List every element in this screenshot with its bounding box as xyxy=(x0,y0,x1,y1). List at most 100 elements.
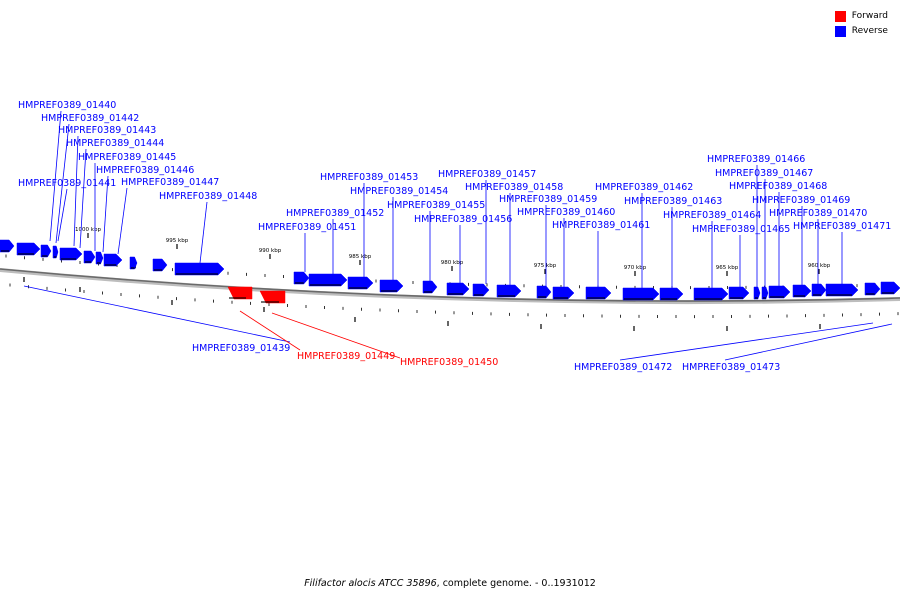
gene-label: HMPREF0389_01461 xyxy=(552,220,650,231)
gene-labels: HMPREF0389_01439 HMPREF0389_01440 HMPREF03… xyxy=(18,100,891,373)
gene-label: HMPREF0389_01447 xyxy=(121,177,219,188)
gene-arrow xyxy=(753,286,761,300)
gene-arrow-shadow xyxy=(695,298,722,300)
gene-arrow-shadow xyxy=(349,287,367,289)
label-leader-line xyxy=(271,312,401,359)
gene-arrow-shadow xyxy=(498,295,515,297)
label-leader-line xyxy=(55,123,70,244)
gene-label: HMPREF0389_01462 xyxy=(595,182,693,193)
gene-arrow-shadow xyxy=(538,296,547,298)
gene-arrow-shadow xyxy=(381,290,397,292)
gene-arrow-shadow xyxy=(770,296,784,298)
gene-arrow-shadow xyxy=(730,297,743,299)
gene-label: HMPREF0389_01446 xyxy=(96,165,194,176)
legend: Forward Reverse xyxy=(834,9,888,39)
label-leader-line xyxy=(102,175,109,253)
gene-arrow xyxy=(811,283,827,297)
gene-label: HMPREF0389_01439 xyxy=(192,343,290,354)
legend-forward: Forward xyxy=(834,9,888,23)
legend-reverse: Reverse xyxy=(834,24,888,38)
gene-arrow xyxy=(129,256,138,270)
gene-label: HMPREF0389_01442 xyxy=(41,113,139,124)
gene-arrow-shadow xyxy=(154,269,163,271)
gene-label: HMPREF0389_01454 xyxy=(350,186,448,197)
gene-label: HMPREF0389_01443 xyxy=(58,125,156,136)
scale-label: 980 kbp xyxy=(441,260,464,266)
gene-label: HMPREF0389_01449 xyxy=(297,351,395,362)
gene-label: HMPREF0389_01463 xyxy=(624,196,722,207)
gene-arrow-shadow xyxy=(176,273,218,275)
gene-arrow-shadow xyxy=(474,294,484,296)
gene-arrow-shadow xyxy=(794,295,805,297)
gene-arrow xyxy=(174,262,225,276)
gene-arrow xyxy=(40,244,52,258)
gene-arrow-shadow xyxy=(42,255,48,257)
gene-arrow-shadow xyxy=(61,258,76,260)
gene-label: HMPREF0389_01444 xyxy=(66,138,164,149)
gene-arrow xyxy=(585,286,612,300)
gene-arrow-shadow xyxy=(587,297,605,299)
label-leader-line xyxy=(619,322,874,361)
gene-arrow xyxy=(52,245,59,259)
label-leader-line xyxy=(199,201,208,264)
gene-label: HMPREF0389_01440 xyxy=(18,100,116,111)
gene-arrow-shadow xyxy=(827,294,852,296)
gene-label: HMPREF0389_01465 xyxy=(692,224,790,235)
gene-label: HMPREF0389_01448 xyxy=(159,191,257,202)
scale-label: 1000 kbp xyxy=(75,227,101,233)
label-leader-line xyxy=(239,310,301,351)
gene-arrow-shadow xyxy=(85,261,92,263)
gene-arrow xyxy=(59,247,83,261)
gene-arrow xyxy=(536,285,552,299)
gene-arrow xyxy=(880,281,900,295)
gene-arrow xyxy=(293,271,310,285)
gene-arrow xyxy=(0,239,15,253)
label-leader-line xyxy=(724,323,893,361)
label-leader-line xyxy=(23,285,291,343)
gene-label: HMPREF0389_01453 xyxy=(320,172,418,183)
label-leader-line xyxy=(73,135,79,247)
gene-arrow-shadow xyxy=(310,284,341,286)
gene-label: HMPREF0389_01472 xyxy=(574,362,672,373)
gene-label: HMPREF0389_01466 xyxy=(707,154,805,165)
gene-arrow-shadow xyxy=(295,282,304,284)
label-leader-line xyxy=(117,187,128,255)
scale-label: 975 kbp xyxy=(534,263,557,269)
gene-label: HMPREF0389_01456 xyxy=(414,214,512,225)
label-leader-line xyxy=(79,148,87,249)
gene-arrow xyxy=(308,273,348,287)
gene-arrow xyxy=(728,286,750,300)
scale-labels: 1000 kbp 995 kbp 990 kbp 985 kbp 980 kbp 975 … xyxy=(75,227,831,276)
gene-arrow xyxy=(864,282,881,296)
gene-arrow-shadow xyxy=(755,297,758,299)
legend-forward-label: Forward xyxy=(851,11,888,21)
gene-arrow xyxy=(259,290,286,304)
gene-arrow xyxy=(103,253,123,267)
gene-label: HMPREF0389_01464 xyxy=(663,210,761,221)
organism-name: Filifactor alocis ATCC 35896 xyxy=(304,578,437,589)
forward-swatch xyxy=(834,10,846,22)
scale-label: 965 kbp xyxy=(716,265,739,271)
gene-label: HMPREF0389_01470 xyxy=(769,208,867,219)
gene-arrow xyxy=(379,279,404,293)
label-leader-line xyxy=(57,188,68,242)
gene-arrow xyxy=(496,284,522,298)
gene-arrow xyxy=(446,282,470,296)
gene-arrow-shadow xyxy=(554,297,568,299)
reverse-swatch xyxy=(834,25,846,37)
gene-arrow-shadow xyxy=(131,267,135,269)
gene-label: HMPREF0389_01445 xyxy=(78,152,176,163)
gene-arrow xyxy=(768,285,791,299)
gene-label: HMPREF0389_01451 xyxy=(258,222,356,233)
gene-label: HMPREF0389_01467 xyxy=(715,168,813,179)
scale-label: 970 kbp xyxy=(624,265,647,271)
scale-label: 995 kbp xyxy=(166,238,189,244)
scale-label: 985 kbp xyxy=(349,254,372,260)
gene-label: HMPREF0389_01469 xyxy=(752,195,850,206)
label-leader-line xyxy=(49,110,62,242)
gene-arrow-shadow xyxy=(882,292,894,294)
gene-arrow-shadow xyxy=(866,293,875,295)
gene-arrow-shadow xyxy=(624,298,653,300)
gene-arrow xyxy=(792,284,812,298)
